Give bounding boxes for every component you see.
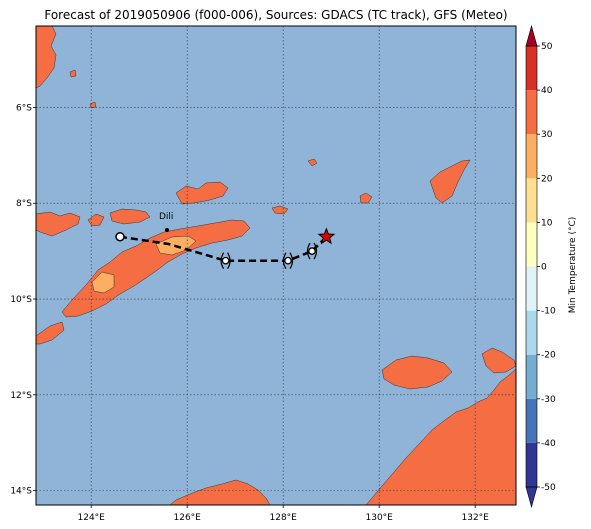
land-flores-west bbox=[36, 211, 81, 237]
lat-tick-label: 12°S bbox=[10, 391, 32, 401]
track-markers bbox=[115, 227, 336, 270]
colorbar-segment bbox=[526, 442, 537, 487]
land-tiwi bbox=[381, 355, 453, 390]
land-alor bbox=[109, 208, 151, 225]
colorbar-extend-min bbox=[525, 486, 538, 509]
land-northern-territory bbox=[365, 368, 516, 505]
lon-tick-label: 130°E bbox=[366, 513, 394, 523]
lon-tick-label: 128°E bbox=[270, 513, 298, 523]
current-position-star bbox=[317, 227, 336, 245]
colorbar-tick-label: -40 bbox=[541, 439, 556, 449]
land-timor-mild-west bbox=[91, 271, 115, 294]
lon-tick-label: 124°E bbox=[78, 513, 106, 523]
colorbar-tick-label: 40 bbox=[541, 86, 553, 96]
colorbar-tick-label: 20 bbox=[541, 174, 553, 184]
longitude-ticks: 124°E 126°E 128°E 130°E 132°E bbox=[78, 505, 490, 523]
colorbar-tick-label: 0 bbox=[541, 263, 547, 273]
land-island-small-b bbox=[271, 205, 289, 215]
city-marker-dili bbox=[165, 228, 169, 232]
city-label-dili: Dili bbox=[159, 212, 173, 222]
colorbar-segment bbox=[526, 90, 537, 135]
lon-tick-label: 126°E bbox=[174, 513, 202, 523]
colorbar-tick-label: -10 bbox=[541, 307, 556, 317]
colorbar-label: Min Temperature (°C) bbox=[568, 217, 578, 314]
land-babar bbox=[359, 192, 373, 204]
colorbar: -50 -40 -30 -20 -10 0 10 20 30 40 50 bbox=[525, 24, 556, 509]
lat-tick-label: 8°S bbox=[16, 199, 32, 209]
map-title: Forecast of 2019050906 (f000-006), Sourc… bbox=[44, 8, 508, 22]
land-layer bbox=[36, 26, 516, 505]
colorbar-extend-max bbox=[525, 24, 538, 47]
land-island-small-a bbox=[87, 213, 105, 227]
colorbar-segment bbox=[526, 178, 537, 223]
track-point bbox=[115, 232, 125, 242]
lon-tick-label: 132°E bbox=[462, 513, 490, 523]
cyclone-icon bbox=[306, 242, 318, 260]
colorbar-segment bbox=[526, 134, 537, 179]
land-islet-b bbox=[89, 101, 97, 109]
lat-tick-label: 14°S bbox=[10, 487, 32, 497]
colorbar-tick-label: 30 bbox=[541, 130, 553, 140]
colorbar-tick-label: 50 bbox=[541, 42, 553, 52]
colorbar-segment bbox=[526, 398, 537, 443]
colorbar-tick-label: -50 bbox=[541, 483, 556, 493]
colorbar-tick-label: -20 bbox=[541, 351, 556, 361]
lat-tick-label: 10°S bbox=[10, 295, 32, 305]
colorbar-segment bbox=[526, 354, 537, 399]
land-rote bbox=[36, 321, 65, 345]
colorbar-segment bbox=[526, 46, 537, 91]
cyclone-icon bbox=[220, 252, 231, 270]
graticule bbox=[36, 26, 516, 505]
land-tanimbar bbox=[429, 159, 471, 204]
lat-tick-label: 6°S bbox=[16, 103, 32, 113]
land-islet-a bbox=[69, 69, 77, 78]
land-timor bbox=[61, 219, 251, 318]
land-flores-north bbox=[36, 26, 57, 89]
colorbar-segment bbox=[526, 222, 537, 267]
land-island-small-c bbox=[307, 158, 318, 167]
land-kimberley bbox=[169, 479, 271, 505]
land-cobourg bbox=[481, 347, 516, 374]
colorbar-segment bbox=[526, 266, 537, 311]
colorbar-tick-label: 10 bbox=[541, 218, 553, 228]
cyclone-icon bbox=[282, 252, 294, 270]
colorbar-segment bbox=[526, 310, 537, 355]
map-frame bbox=[35, 25, 517, 506]
latitude-ticks: 6°S 8°S 10°S 12°S 14°S bbox=[10, 103, 36, 497]
colorbar-tick-label: -30 bbox=[541, 395, 556, 405]
